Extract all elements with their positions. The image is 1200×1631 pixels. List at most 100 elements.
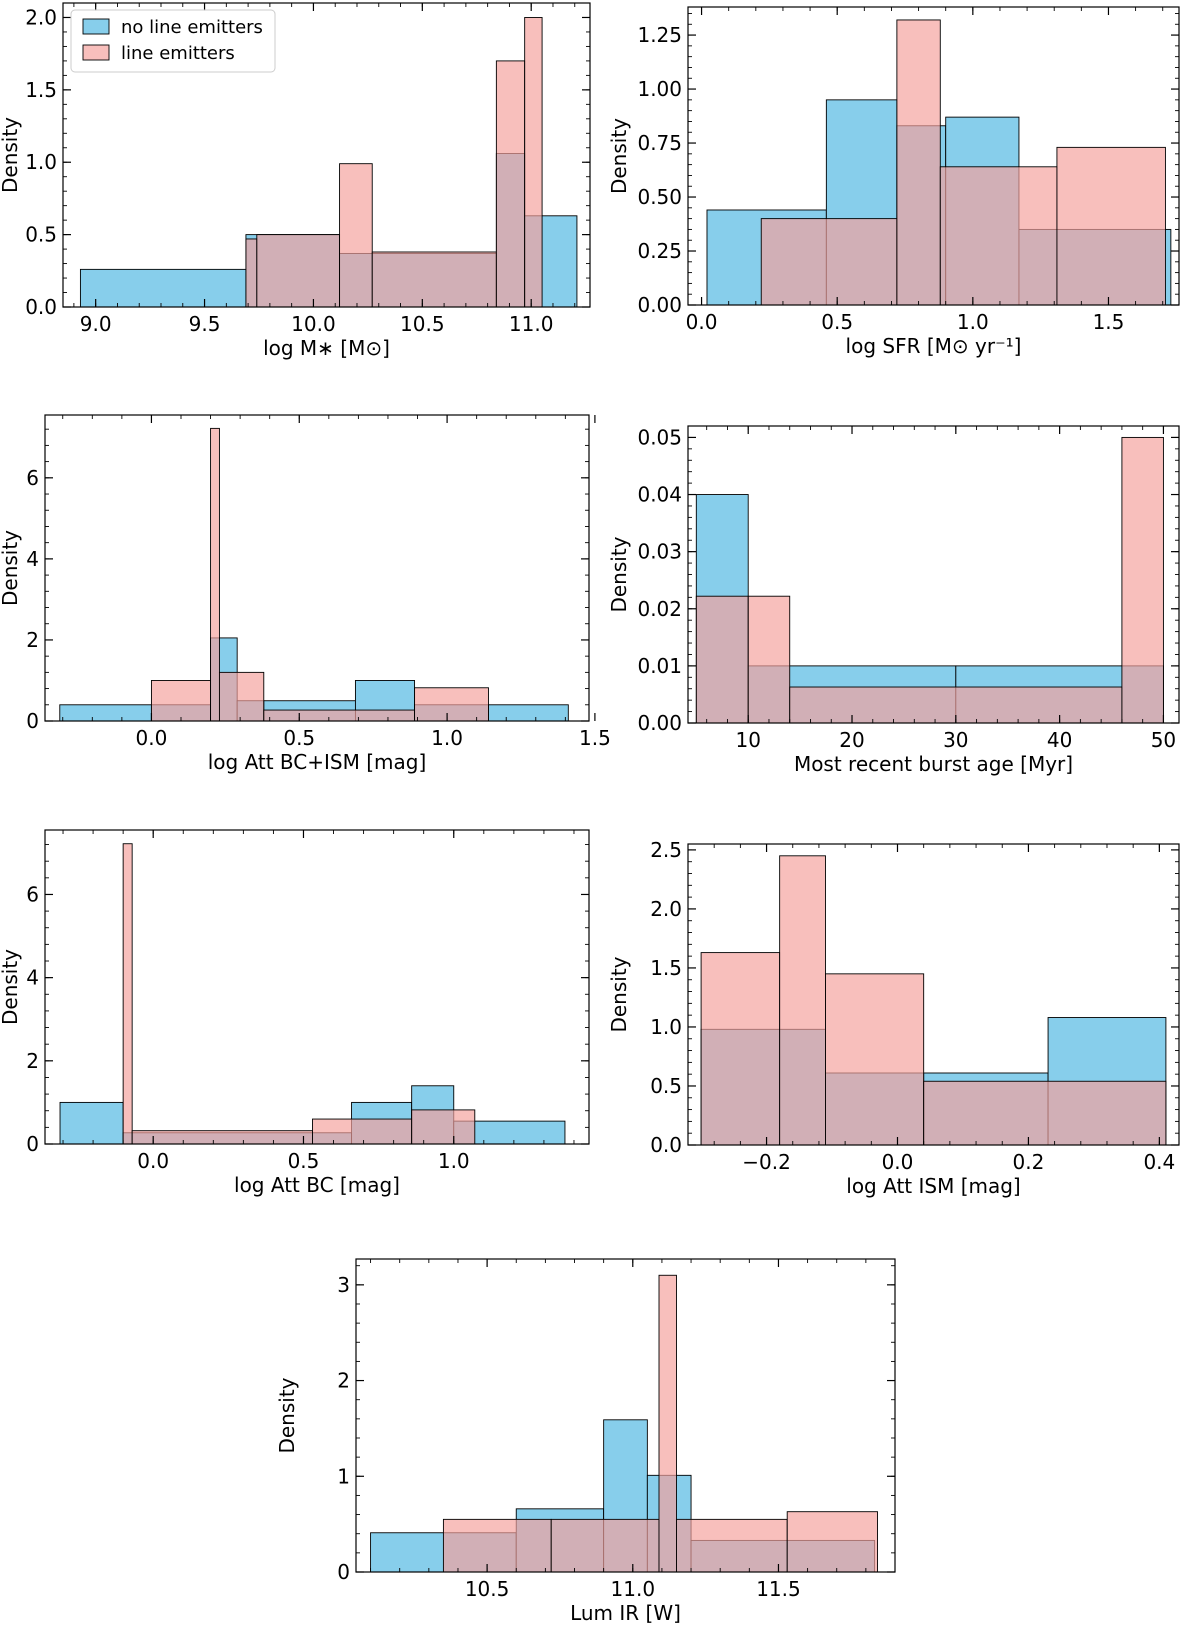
panel-stellar-mass: 9.0 9.5 10.0 10.5 11.0 0.0 0.5 1.0 1.5 2.0 log M∗ …	[0, 2, 591, 360]
y-axis-label: Density	[0, 949, 22, 1025]
x-tick-label: 11.0	[509, 312, 554, 336]
bar	[747, 595, 791, 724]
legend-swatch	[82, 44, 110, 61]
bar	[676, 1518, 788, 1573]
plot-frame	[44, 414, 590, 722]
series-line-emitters	[122, 843, 476, 1145]
y-tick-label: 2.5	[650, 838, 682, 862]
y-axis-label: Density	[607, 956, 631, 1032]
y-tick-label: 0.75	[637, 131, 682, 155]
bar	[371, 251, 497, 308]
x-axis-label: Lum IR [W]	[570, 1601, 681, 1625]
y-tick-label: 0.02	[637, 597, 682, 621]
y-tick-label: 0.00	[637, 293, 682, 317]
y-tick-label: 0.04	[637, 483, 682, 507]
bar	[339, 163, 373, 308]
panel-att-ism: −0.2 0.0 0.2 0.4 0.0 0.5 1.0 1.5 2.0 2.5 log Att I…	[607, 838, 1180, 1198]
bar	[442, 1518, 552, 1573]
panel-att-bc-ism: 0.0 0.5 1.0 1.5 0 2 4 6 log Att BC+ISM [mag] Dens…	[0, 414, 611, 774]
series-line-emitters	[700, 855, 1167, 1146]
x-tick-label: 1.0	[431, 726, 463, 750]
plot-frame	[44, 829, 590, 1145]
x-tick-label: 20	[839, 728, 864, 752]
bar	[256, 234, 341, 308]
bar	[896, 19, 941, 306]
y-tick-label: 0	[337, 1560, 350, 1584]
panel-att-bc: 0.0 0.5 1.0 0 2 4 6 log Att BC [mag] Density	[0, 829, 590, 1197]
bar	[825, 973, 925, 1146]
x-axis-label: log M∗ [M⊙]	[263, 336, 390, 360]
x-axis-label: log Att BC [mag]	[234, 1173, 400, 1197]
bar	[414, 687, 489, 722]
bar	[59, 1101, 124, 1145]
bar	[122, 843, 133, 1145]
y-tick-label: 0.0	[25, 295, 57, 319]
y-tick-label: 2	[337, 1369, 350, 1393]
y-tick-label: 0.50	[637, 185, 682, 209]
series-line-emitters	[695, 436, 1164, 724]
x-tick-label: 10.5	[400, 312, 445, 336]
bar	[700, 952, 781, 1146]
x-tick-label: 11.5	[756, 1577, 801, 1601]
bar	[695, 595, 749, 724]
x-tick-label: 50	[1151, 728, 1176, 752]
plot-frame	[355, 1258, 896, 1573]
y-axis-label: Density	[0, 530, 22, 606]
legend-label: line emitters	[121, 43, 235, 64]
x-tick-label: 9.5	[189, 312, 221, 336]
y-tick-label: 0.5	[650, 1074, 682, 1098]
bar	[218, 671, 265, 722]
x-tick-label: 0.0	[136, 726, 168, 750]
x-tick-label: 0.5	[288, 1149, 320, 1173]
legend-swatch	[82, 18, 110, 35]
series-line-emitters	[150, 427, 489, 722]
series-line-emitters	[245, 17, 543, 308]
y-tick-label: 0.03	[637, 540, 682, 564]
x-tick-label: 11.0	[611, 1577, 656, 1601]
plot-frame	[687, 843, 1180, 1146]
x-tick-label: 1.0	[438, 1149, 470, 1173]
bar	[150, 680, 212, 722]
bar	[786, 1511, 878, 1573]
x-tick-label: 0.0	[137, 1149, 169, 1173]
y-axis-label: Density	[607, 536, 631, 612]
y-tick-label: 4	[26, 966, 39, 990]
x-tick-label: 30	[943, 728, 968, 752]
y-tick-label: 1.5	[650, 956, 682, 980]
y-tick-label: 0	[26, 709, 39, 733]
x-tick-label: 0.5	[821, 310, 853, 334]
bar	[1121, 436, 1164, 724]
x-tick-label: 40	[1047, 728, 1072, 752]
y-tick-label: 0.5	[25, 223, 57, 247]
x-tick-label: 1.0	[957, 310, 989, 334]
bar	[245, 238, 258, 308]
panel-sfr: 0.0 0.5 1.0 1.5 0.00 0.25 0.50 0.75 1.00 1.25 log …	[607, 6, 1180, 358]
y-tick-label: 1.5	[25, 78, 57, 102]
bar	[411, 1109, 476, 1145]
bar	[760, 218, 898, 306]
y-tick-label: 2.0	[650, 897, 682, 921]
y-tick-label: 1.00	[637, 77, 682, 101]
y-tick-label: 2	[26, 628, 39, 652]
bar	[59, 704, 152, 722]
y-axis-label: Density	[0, 117, 22, 193]
bar	[658, 1274, 677, 1573]
series-line-emitters	[442, 1274, 878, 1573]
legend-label: no line emitters	[121, 17, 263, 38]
y-tick-label: 1	[337, 1464, 350, 1488]
legend-frame	[70, 9, 276, 73]
x-axis-label: log SFR [M⊙ yr⁻¹]	[846, 334, 1022, 358]
bar	[524, 17, 543, 308]
bar	[210, 427, 220, 722]
plot-frame	[62, 2, 591, 308]
x-axis-label: Most recent burst age [Myr]	[794, 752, 1073, 776]
y-tick-label: 0.01	[637, 654, 682, 678]
x-tick-label: 0.4	[1143, 1150, 1175, 1174]
y-tick-label: 0	[26, 1132, 39, 1156]
x-axis-label: log Att ISM [mag]	[846, 1174, 1020, 1198]
bar	[939, 166, 1058, 306]
x-tick-label: 0.2	[1013, 1150, 1045, 1174]
series-line-emitters	[760, 19, 1166, 306]
y-tick-label: 1.0	[25, 150, 57, 174]
